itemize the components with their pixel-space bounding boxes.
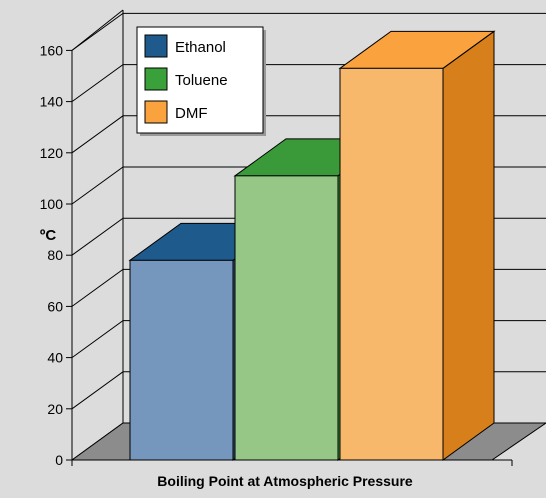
- y-tick-label: 100: [40, 196, 64, 212]
- y-tick-label: 0: [55, 452, 63, 468]
- y-tick-label: 120: [40, 145, 64, 161]
- bars: [128, 30, 496, 461]
- legend: Ethanol Toluene DMF: [136, 26, 266, 136]
- y-tick-label: 80: [47, 247, 63, 263]
- y-tick-label: 140: [40, 94, 64, 110]
- y-tick-label: 40: [47, 350, 63, 366]
- bar-dmf-side: [442, 30, 495, 461]
- y-axis-label: ºC: [40, 227, 56, 244]
- bar-toluene: [234, 175, 339, 461]
- legend-swatch-ethanol: [144, 34, 168, 58]
- y-tick-label: 20: [47, 401, 63, 417]
- bar-dmf: [339, 67, 444, 461]
- legend-label-toluene: Toluene: [175, 72, 228, 89]
- wall-top-edge: [71, 9, 124, 51]
- y-tick-label: 160: [40, 42, 64, 58]
- legend-label-dmf: DMF: [175, 105, 208, 122]
- bar-ethanol: [129, 259, 234, 461]
- y-tick-label: 60: [47, 298, 63, 314]
- x-axis-label: Boiling Point at Atmospheric Pressure: [157, 473, 413, 489]
- legend-swatch-toluene: [144, 67, 168, 91]
- legend-label-ethanol: Ethanol: [175, 39, 226, 56]
- legend-swatch-dmf: [144, 100, 168, 124]
